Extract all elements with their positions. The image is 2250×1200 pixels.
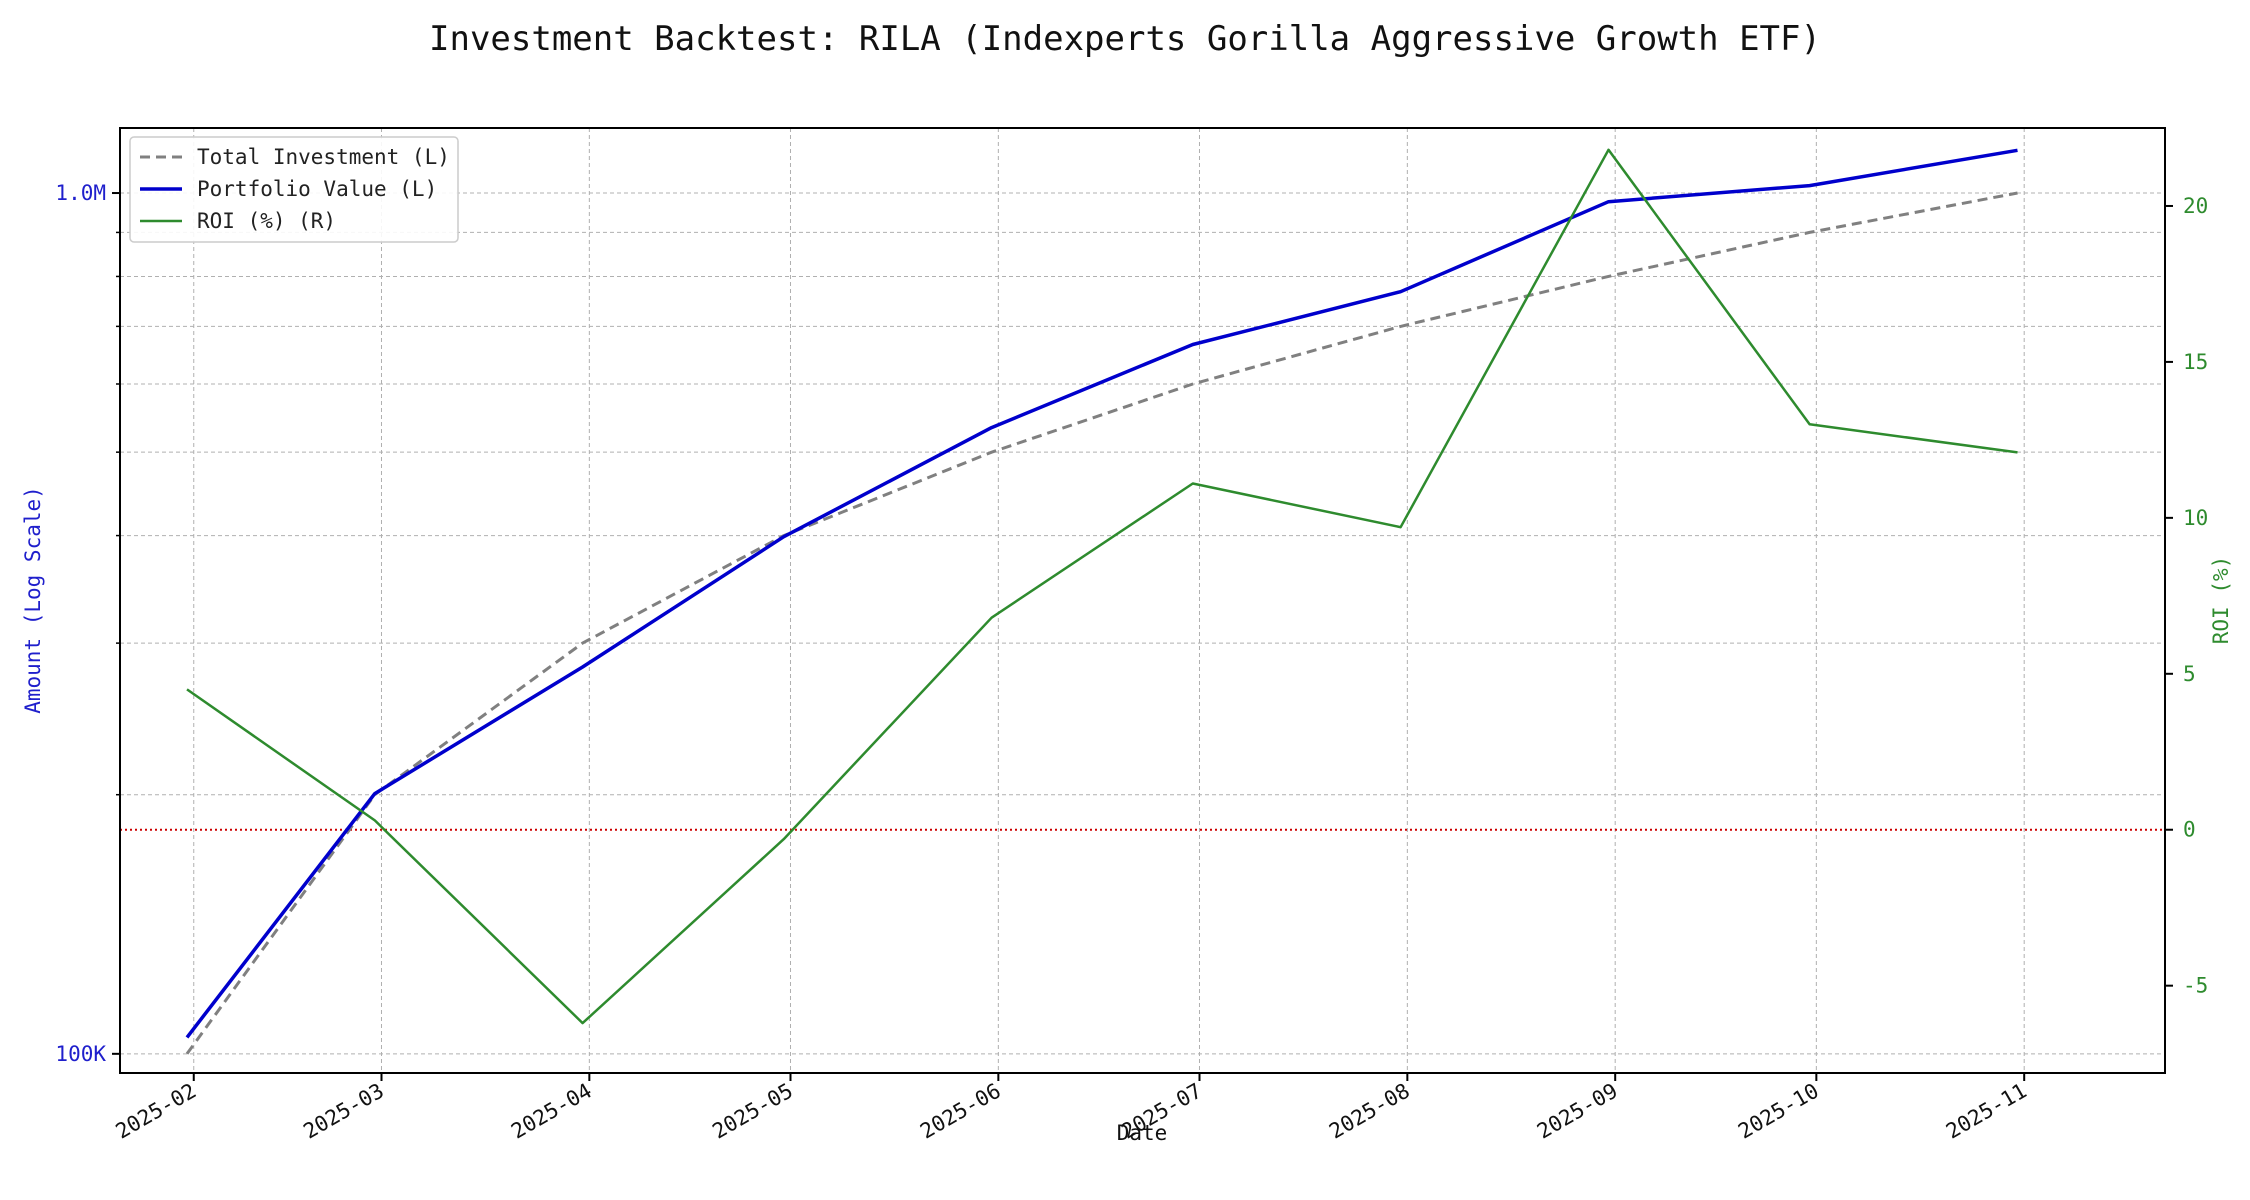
series-line-1 <box>185 148 2018 1039</box>
x-tick-label: 2025-03 <box>299 1079 388 1144</box>
x-tick-label: 2025-02 <box>112 1079 201 1144</box>
right-tick-label: 0 <box>2183 818 2196 842</box>
x-tick-label: 2025-09 <box>1533 1079 1622 1144</box>
legend-label-0: Total Investment (L) <box>197 145 450 169</box>
plot-frame <box>119 127 2166 1074</box>
chart-title: Investment Backtest: RILA (Indexperts Go… <box>429 19 1821 59</box>
left-tick-label: 100K <box>55 1042 106 1066</box>
right-y-axis-label: ROI (%) <box>2209 556 2233 645</box>
legend: Total Investment (L) Portfolio Value (L) R… <box>129 136 459 243</box>
right-tick-label: 10 <box>2183 506 2208 530</box>
x-tick-label: 2025-08 <box>1325 1079 1414 1144</box>
x-axis: 2025-02 2025-03 2025-04 2025-05 2025-06 2025-… <box>112 1073 2031 1144</box>
legend-label-1: Portfolio Value (L) <box>197 177 437 201</box>
x-tick-label: 2025-11 <box>1942 1079 2031 1144</box>
right-tick-label: 5 <box>2183 662 2196 686</box>
x-tick-label: 2025-10 <box>1734 1079 1823 1144</box>
right-tick-label: 15 <box>2183 350 2208 374</box>
left-tick-label: 1.0M <box>55 181 106 205</box>
x-tick-label: 2025-04 <box>507 1079 596 1144</box>
series-line-2 <box>186 148 2018 1025</box>
series-line-0 <box>185 191 2018 1055</box>
legend-label-2: ROI (%) (R) <box>197 209 336 233</box>
x-tick-label: 2025-05 <box>708 1079 797 1144</box>
x-axis-label: Date <box>1117 1121 1168 1145</box>
legend-box <box>129 136 459 243</box>
series-group <box>185 148 2018 1055</box>
left-y-axis: 100K 1.0M <box>55 181 120 1066</box>
left-y-axis-label: Amount (Log Scale) <box>21 486 45 714</box>
right-y-axis: -5 0 5 10 15 20 <box>2165 194 2208 998</box>
right-tick-label: 20 <box>2183 194 2208 218</box>
right-tick-label: -5 <box>2183 974 2208 998</box>
grid <box>120 128 2165 1073</box>
x-tick-label: 2025-06 <box>916 1079 1005 1144</box>
